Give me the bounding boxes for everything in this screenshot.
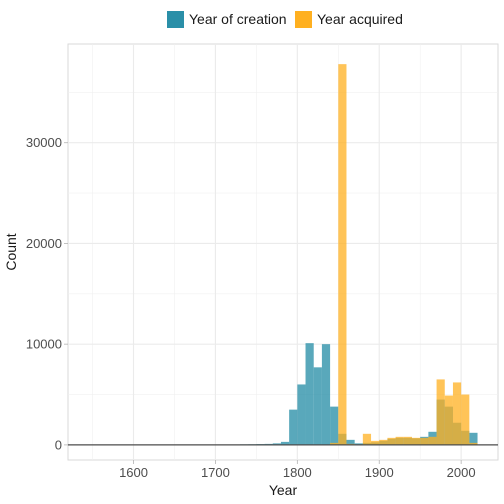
bar-acquired bbox=[379, 439, 388, 445]
x-tick-label: 1800 bbox=[283, 465, 312, 480]
bar-acquired bbox=[412, 437, 421, 445]
bar-acquired bbox=[461, 394, 470, 445]
bar-creation bbox=[354, 443, 363, 445]
bar-acquired bbox=[362, 433, 372, 445]
panel-background bbox=[67, 43, 499, 461]
y-tick-label: 20000 bbox=[26, 236, 62, 251]
bar-acquired bbox=[403, 436, 412, 445]
x-axis-ticks: 1600 1700 1800 1900 2000 bbox=[119, 460, 476, 480]
y-axis-title: Count bbox=[3, 233, 19, 270]
bar-acquired bbox=[428, 436, 437, 445]
y-tick-label: 0 bbox=[55, 437, 62, 452]
x-tick-label: 1700 bbox=[201, 465, 230, 480]
bar-creation bbox=[289, 409, 298, 445]
legend-label-acquired: Year acquired bbox=[317, 11, 403, 27]
x-tick-label: 1600 bbox=[119, 465, 148, 480]
bar-acquired bbox=[444, 395, 453, 445]
bar-acquired bbox=[371, 440, 380, 445]
bar-acquired bbox=[395, 436, 404, 445]
legend-key-creation bbox=[167, 11, 184, 28]
legend-key-acquired bbox=[295, 11, 312, 28]
bar-acquired bbox=[338, 64, 347, 445]
x-tick-label: 1900 bbox=[365, 465, 394, 480]
bar-acquired bbox=[469, 442, 478, 445]
y-axis-ticks: 0 10000 20000 30000 bbox=[26, 135, 68, 452]
bar-acquired bbox=[387, 437, 396, 445]
bar-creation bbox=[280, 441, 290, 445]
bar-acquired bbox=[330, 442, 339, 445]
bar-creation bbox=[297, 384, 306, 445]
x-axis-title: Year bbox=[269, 482, 298, 498]
legend-label-creation: Year of creation bbox=[189, 11, 287, 27]
bar-acquired bbox=[436, 379, 445, 445]
x-tick-label: 2000 bbox=[447, 465, 476, 480]
bar-creation bbox=[321, 344, 331, 445]
bar-creation bbox=[313, 367, 322, 445]
bar-creation bbox=[330, 406, 339, 445]
bar-acquired bbox=[452, 382, 462, 445]
bar-creation bbox=[346, 439, 355, 445]
bar-creation bbox=[272, 443, 281, 445]
bar-creation bbox=[469, 432, 478, 445]
legend: Year of creation Year acquired bbox=[167, 11, 403, 28]
y-tick-label: 10000 bbox=[26, 337, 62, 352]
bar-acquired bbox=[420, 437, 429, 445]
y-tick-label: 30000 bbox=[26, 135, 62, 150]
bars bbox=[240, 64, 478, 445]
bar-creation bbox=[305, 343, 314, 445]
